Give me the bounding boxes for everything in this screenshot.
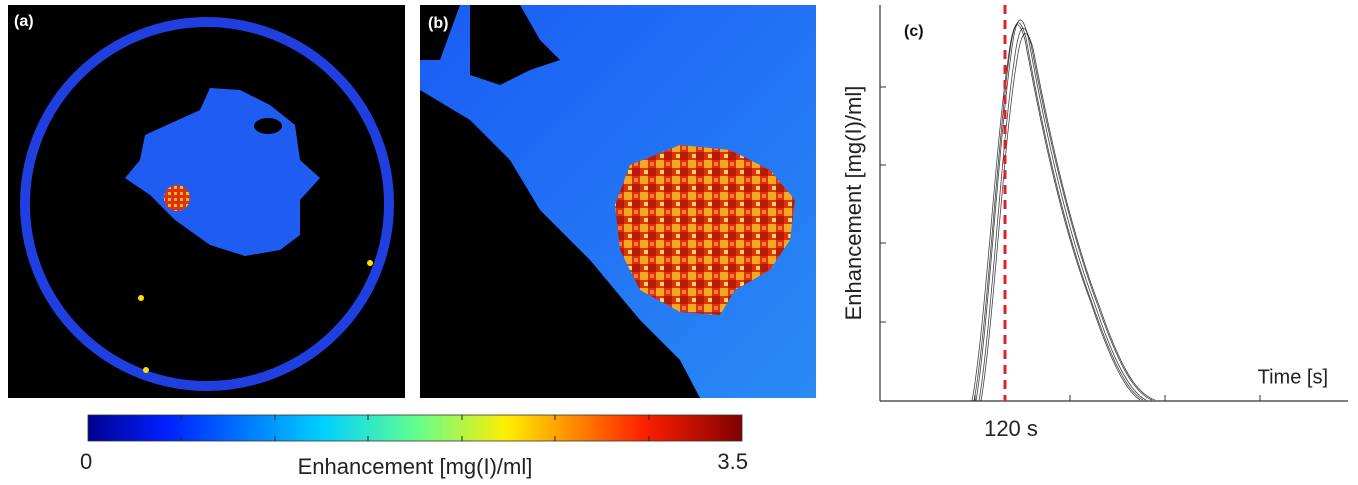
spot: [143, 367, 149, 373]
x-axis-label: Time [s]: [1258, 366, 1328, 388]
background: [420, 90, 700, 398]
panel-a: (a): [8, 5, 405, 398]
colorbar-label: Enhancement [mg(I)/ml]: [298, 454, 533, 479]
marker-label: 120 s: [984, 416, 1038, 441]
y-axis-label: Enhancement [mg(I)/ml]: [841, 86, 866, 321]
panel-label: (a): [14, 13, 34, 30]
lesion: [164, 185, 190, 211]
colorbar: 0 3.5 Enhancement [mg(I)/ml]: [80, 414, 748, 479]
curves: [971, 19, 1156, 402]
panel-b: (b): [420, 5, 816, 398]
panel-c: (c) Enhancement [mg(I)/ml] Time [s] 120 …: [841, 5, 1348, 441]
hole: [254, 118, 282, 134]
colorbar-gradient: [87, 414, 743, 442]
colorbar-ticks: [180, 415, 650, 441]
background: [470, 5, 560, 85]
background: [420, 5, 460, 60]
panel-label: (b): [428, 15, 448, 32]
colorbar-max: 3.5: [717, 449, 748, 474]
spot: [138, 295, 144, 301]
spot: [367, 260, 373, 266]
panel-label: (c): [904, 23, 924, 40]
lesion: [615, 145, 795, 315]
colorbar-min: 0: [80, 449, 92, 474]
ring: [20, 17, 394, 391]
axis-ticks: [880, 86, 1261, 401]
